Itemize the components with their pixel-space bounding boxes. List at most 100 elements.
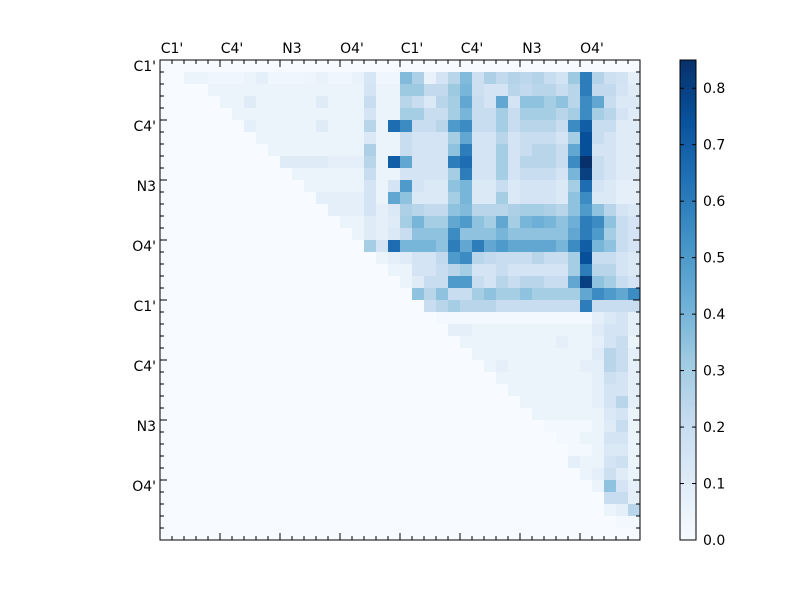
heatmap-cell [580,276,593,289]
heatmap-cell [280,168,293,181]
heatmap-cell [208,84,221,97]
heatmap-cell [616,180,629,193]
heatmap-cell [400,108,413,121]
heatmap-cell [520,444,533,457]
heatmap-cell [616,144,629,157]
heatmap-cell [208,108,221,121]
heatmap-cell [604,252,617,265]
heatmap-cell [376,156,389,169]
heatmap-cell [604,360,617,373]
heatmap-cell [328,264,341,277]
heatmap-cell [520,72,533,85]
heatmap-cell [628,456,641,469]
heatmap-cell [304,216,317,229]
heatmap-cell [592,60,605,73]
heatmap-cell [304,324,317,337]
heatmap-cell [436,348,449,361]
heatmap-cell [364,348,377,361]
heatmap-cell [556,120,569,133]
heatmap-cell [616,276,629,289]
heatmap-cell [376,108,389,121]
heatmap-cell [232,144,245,157]
heatmap-cell [532,252,545,265]
heatmap-cell [544,432,557,445]
heatmap-cell [628,276,641,289]
heatmap-cell [232,132,245,145]
heatmap-cell [616,504,629,517]
heatmap-cell [460,240,473,253]
heatmap-cell [196,180,209,193]
heatmap-cell [592,120,605,133]
heatmap-cell [484,264,497,277]
heatmap-cell [508,324,521,337]
heatmap-cell [256,408,269,421]
heatmap-cell [448,60,461,73]
heatmap-cell [304,96,317,109]
heatmap-cell [268,168,281,181]
heatmap-cell [172,204,185,217]
heatmap-cell [424,372,437,385]
heatmap-cell [208,372,221,385]
heatmap-cell [388,528,401,541]
heatmap-cell [412,192,425,205]
heatmap-cell [544,120,557,133]
heatmap-cell [280,72,293,85]
heatmap-cell [460,168,473,181]
heatmap-cell [496,492,509,505]
heatmap-cell [412,60,425,73]
heatmap-cell [304,480,317,493]
heatmap-cell [532,444,545,457]
heatmap-cell [388,336,401,349]
heatmap-cell [400,516,413,529]
heatmap-cell [412,528,425,541]
heatmap-cell [280,300,293,313]
heatmap-cell [616,300,629,313]
heatmap-cell [556,360,569,373]
y-tick-label: C1' [133,59,156,75]
heatmap-cell [340,324,353,337]
heatmap-cell [592,480,605,493]
heatmap-cell [316,408,329,421]
heatmap-cell [280,420,293,433]
heatmap-cell [220,264,233,277]
heatmap-cell [340,204,353,217]
heatmap-cell [364,84,377,97]
heatmap-cell [184,264,197,277]
heatmap-cell [436,504,449,517]
heatmap-cell [400,312,413,325]
heatmap-cell [604,348,617,361]
heatmap-cell [472,336,485,349]
heatmap-cell [256,432,269,445]
colorbar-tick-label: 0.6 [703,194,725,210]
heatmap-cell [280,180,293,193]
heatmap-cell [268,132,281,145]
heatmap-cell [412,444,425,457]
heatmap-cell [436,96,449,109]
heatmap-cell [544,108,557,121]
heatmap-cell [544,468,557,481]
heatmap-cell [400,492,413,505]
heatmap-cell [616,528,629,541]
heatmap-cell [280,408,293,421]
heatmap-cell [460,276,473,289]
heatmap-cell [424,120,437,133]
heatmap-cell [424,432,437,445]
heatmap-cell [160,144,173,157]
heatmap-cell [304,180,317,193]
heatmap-cell [196,360,209,373]
heatmap-cell [232,168,245,181]
heatmap-cell [196,444,209,457]
heatmap-cell [328,60,341,73]
heatmap-cell [400,348,413,361]
heatmap-cell [472,396,485,409]
heatmap-cell [172,60,185,73]
heatmap-cell [556,252,569,265]
heatmap-cell [376,504,389,517]
heatmap-cell [544,456,557,469]
heatmap-cell [340,408,353,421]
heatmap-cell [568,132,581,145]
heatmap-cell [436,252,449,265]
heatmap-cell [508,516,521,529]
heatmap-cell [316,156,329,169]
